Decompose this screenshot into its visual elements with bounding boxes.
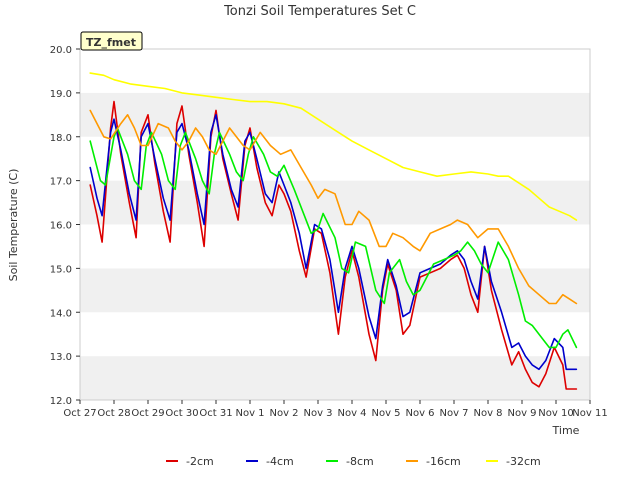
- series-line-4cmcm-depth: [89, 114, 578, 371]
- annotation-label: TZ_fmet: [86, 36, 136, 49]
- y-tick-label: 17.0: [50, 177, 72, 188]
- legend-item: -8cm: [326, 455, 374, 468]
- x-tick-label: Nov 4: [337, 408, 366, 419]
- x-tick-label: Nov 11: [572, 408, 607, 419]
- series-lines: [89, 72, 578, 390]
- y-axis-ticks: 12.0 13.0 14.0 15.0 16.0 17.0 18.0 19.0 20.0: [50, 45, 80, 407]
- x-tick-label: Nov 5: [371, 408, 400, 419]
- legend-item: -4cm: [246, 455, 294, 468]
- legend: -2cm -4cm -8cm -16cm -32cm: [166, 455, 541, 468]
- tz-fmet-annotation: TZ_fmet: [80, 31, 143, 51]
- y-tick-label: 20.0: [50, 45, 72, 56]
- x-tick-label: Oct 27: [63, 408, 96, 419]
- x-tick-label: Nov 7: [439, 408, 468, 419]
- legend-item: -32cm: [486, 455, 541, 468]
- y-tick-label: 12.0: [50, 396, 72, 407]
- series-line-8cmcm-depth: [89, 127, 578, 349]
- band-4: [80, 180, 590, 225]
- x-tick-label: Nov 2: [269, 408, 298, 419]
- x-axis-ticks: Oct 27 Oct 28 Oct 29 Oct 30 Oct 31 Nov 1 Nov 2…: [63, 400, 608, 419]
- x-tick-label: Oct 30: [165, 408, 198, 419]
- plot-background-bands: [80, 49, 590, 400]
- legend-label: -32cm: [506, 455, 541, 468]
- band-1: [80, 312, 590, 357]
- series-line-32cmcm-depth: [89, 72, 578, 221]
- x-tick-label: Nov 9: [507, 408, 536, 419]
- y-tick-label: 18.0: [50, 133, 72, 144]
- y-tick-label: 15.0: [50, 264, 72, 275]
- legend-item: -2cm: [166, 455, 214, 468]
- legend-label: -2cm: [186, 455, 214, 468]
- y-tick-label: 16.0: [50, 221, 72, 232]
- y-tick-label: 14.0: [50, 308, 72, 319]
- band-5: [80, 136, 590, 181]
- legend-label: -16cm: [426, 455, 461, 468]
- x-tick-label: Nov 3: [303, 408, 332, 419]
- band-0: [80, 356, 590, 400]
- x-tick-label: Nov 1: [235, 408, 264, 419]
- x-tick-label: Oct 31: [199, 408, 232, 419]
- band-7: [80, 49, 590, 93]
- y-tick-label: 19.0: [50, 89, 72, 100]
- series-line-16cmcm-depth: [89, 109, 578, 305]
- x-tick-label: Oct 29: [131, 408, 164, 419]
- legend-label: -4cm: [266, 455, 294, 468]
- chart-title: Tonzi Soil Temperatures Set C: [223, 4, 416, 19]
- x-tick-label: Oct 28: [97, 408, 130, 419]
- x-axis-label: Time: [552, 424, 580, 437]
- legend-label: -8cm: [346, 455, 374, 468]
- y-tick-label: 13.0: [50, 352, 72, 363]
- x-tick-label: Nov 6: [405, 408, 434, 419]
- series-line-2cmcm-depth: [89, 100, 578, 390]
- band-3: [80, 224, 590, 269]
- legend-item: -16cm: [406, 455, 461, 468]
- x-tick-label: Nov 8: [473, 408, 502, 419]
- x-tick-label: Nov 10: [538, 408, 573, 419]
- y-axis-label: Soil Temperature (C): [7, 169, 20, 282]
